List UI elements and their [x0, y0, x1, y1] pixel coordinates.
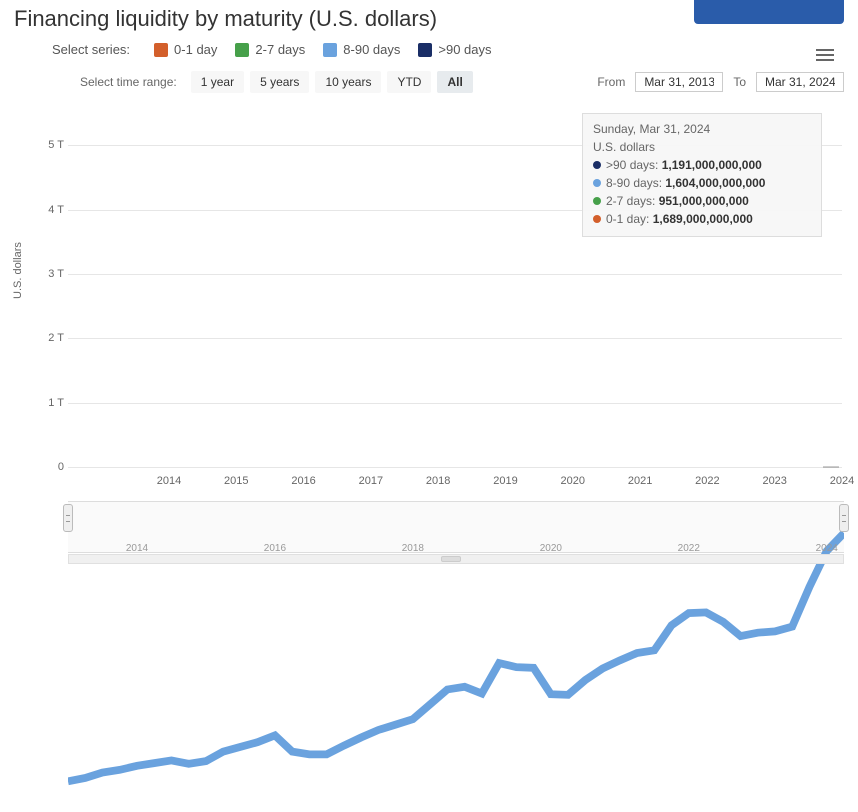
to-label: To: [733, 75, 746, 89]
legend-swatch: [418, 43, 432, 57]
legend-swatch: [154, 43, 168, 57]
navigator-tick-label: 2024: [816, 543, 838, 554]
x-tick-label: 2015: [224, 475, 248, 487]
tooltip-dot-icon: [593, 197, 601, 205]
x-tick-label: 2024: [830, 475, 854, 487]
y-tick-label: 1 T: [42, 397, 64, 409]
range-button-all[interactable]: All: [437, 71, 472, 93]
x-axis: 2014 2015 2016 2017 2018 2019 2020 2021 2022 2023…: [68, 469, 842, 495]
x-tick-label: 2018: [426, 475, 450, 487]
tooltip-unit: U.S. dollars: [593, 138, 811, 156]
navigator-scrollbar[interactable]: [68, 554, 844, 564]
legend-item-label: 8-90 days: [343, 42, 400, 57]
navigator-tick-label: 2014: [126, 543, 148, 554]
tooltip-dot-icon: [593, 161, 601, 169]
y-axis-label: U.S. dollars: [12, 242, 24, 299]
legend-swatch: [235, 43, 249, 57]
range-button-10-years[interactable]: 10 years: [315, 71, 381, 93]
y-tick-label: 3 T: [42, 268, 64, 280]
x-tick-label: 2014: [157, 475, 181, 487]
tooltip-text: 2-7 days: 951,000,000,000: [606, 192, 749, 210]
legend-item-label: >90 days: [438, 42, 491, 57]
legend-swatch: [323, 43, 337, 57]
legend-item-d8_90[interactable]: 8-90 days: [323, 42, 400, 57]
range-button-ytd[interactable]: YTD: [387, 71, 431, 93]
y-tick-label: 5 T: [42, 139, 64, 151]
x-tick-label: 2017: [359, 475, 383, 487]
tooltip-dot-icon: [593, 215, 601, 223]
tooltip: Sunday, Mar 31, 2024 U.S. dollars >90 da…: [582, 113, 822, 237]
range-label: Select time range:: [80, 75, 177, 89]
x-tick-label: 2020: [561, 475, 585, 487]
navigator-handle-left[interactable]: [63, 504, 73, 532]
legend-label: Select series:: [52, 42, 130, 57]
navigator-tick-label: 2022: [678, 543, 700, 554]
navigator[interactable]: 2014 2016 2018 2020 2022 2024: [68, 501, 844, 553]
tooltip-date: Sunday, Mar 31, 2024: [593, 120, 811, 138]
navigator-tick-label: 2016: [264, 543, 286, 554]
tooltip-row: 2-7 days: 951,000,000,000: [593, 192, 811, 210]
tooltip-text: 0-1 day: 1,689,000,000,000: [606, 210, 753, 228]
plot: Sunday, Mar 31, 2024 U.S. dollars >90 da…: [68, 113, 842, 467]
y-tick-label: 0: [42, 461, 64, 473]
hamburger-menu-icon[interactable]: [810, 40, 840, 70]
range-button-5-years[interactable]: 5 years: [250, 71, 309, 93]
legend-item-label: 2-7 days: [255, 42, 305, 57]
to-date-input[interactable]: [756, 72, 844, 92]
gridline: [68, 467, 842, 468]
x-tick-label: 2016: [291, 475, 315, 487]
navigator-tick-label: 2020: [540, 543, 562, 554]
x-tick-label: 2021: [628, 475, 652, 487]
x-tick-label: 2019: [493, 475, 517, 487]
legend-item-d0_1[interactable]: 0-1 day: [154, 42, 217, 57]
tooltip-row: 8-90 days: 1,604,000,000,000: [593, 174, 811, 192]
tooltip-row: >90 days: 1,191,000,000,000: [593, 156, 811, 174]
legend-item-d90p[interactable]: >90 days: [418, 42, 491, 57]
x-tick-label: 2022: [695, 475, 719, 487]
tooltip-text: 8-90 days: 1,604,000,000,000: [606, 174, 765, 192]
legend-item-label: 0-1 day: [174, 42, 217, 57]
tooltip-row: 0-1 day: 1,689,000,000,000: [593, 210, 811, 228]
top-banner-button[interactable]: [694, 0, 844, 24]
range-button-1-year[interactable]: 1 year: [191, 71, 244, 93]
chart-area: U.S. dollars 0 1 T 2 T 3 T 4 T 5 T Sunday, Ma…: [14, 103, 844, 495]
tooltip-text: >90 days: 1,191,000,000,000: [606, 156, 762, 174]
tooltip-dot-icon: [593, 179, 601, 187]
y-tick-label: 4 T: [42, 204, 64, 216]
y-tick-label: 2 T: [42, 332, 64, 344]
x-tick-label: 2023: [762, 475, 786, 487]
range-selector: Select time range: 1 year 5 years 10 years…: [0, 61, 858, 99]
from-label: From: [597, 75, 625, 89]
from-date-input[interactable]: [635, 72, 723, 92]
navigator-scrollbar-thumb[interactable]: [441, 556, 461, 562]
navigator-tick-label: 2018: [402, 543, 424, 554]
legend: Select series: 0-1 day 2-7 days 8-90 days >…: [0, 40, 858, 61]
legend-item-d2_7[interactable]: 2-7 days: [235, 42, 305, 57]
navigator-handle-right[interactable]: [839, 504, 849, 532]
